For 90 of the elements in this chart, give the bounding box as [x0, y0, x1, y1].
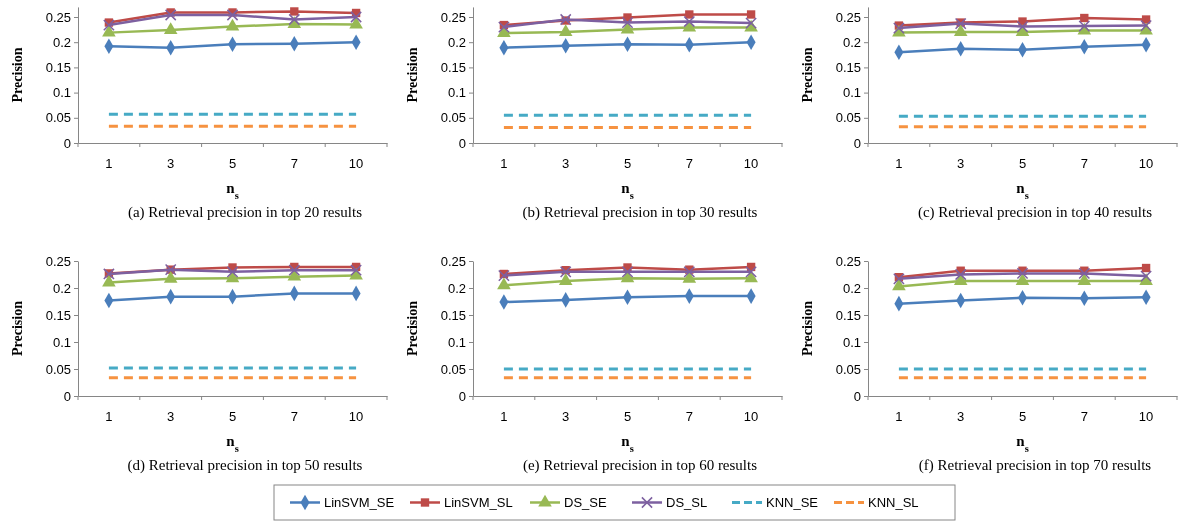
- y-tick-label: 0.2: [52, 280, 71, 296]
- y-tick-label: 0.25: [440, 253, 466, 269]
- y-tick-label: 0.2: [447, 280, 466, 296]
- y-tick-label: 0.15: [45, 307, 71, 323]
- y-tick-label: 0: [458, 135, 466, 151]
- y-tick-label: 0.25: [45, 253, 71, 269]
- y-tick-label: 0.1: [52, 334, 71, 350]
- y-tick-label: 0.1: [52, 85, 71, 101]
- y-axis-title: Precision: [10, 300, 25, 356]
- x-tick-label: 10: [743, 409, 759, 425]
- y-tick-label: 0: [853, 388, 861, 404]
- y-tick-label: 0: [458, 388, 466, 404]
- x-tick-label: 10: [348, 156, 364, 172]
- y-tick-label: 0.2: [52, 34, 71, 50]
- y-tick-label: 0.1: [842, 334, 861, 350]
- x-axis-title: n$_{s}$: [226, 433, 239, 454]
- x-tick-label: 5: [623, 156, 632, 172]
- y-tick-label: 0.1: [842, 85, 861, 101]
- legend-label: DS_SE: [564, 495, 607, 510]
- x-tick-label: 5: [228, 156, 237, 172]
- x-axis-title: n$_{s}$: [621, 433, 634, 454]
- x-tick-label: 5: [1018, 409, 1027, 425]
- x-tick-label: 3: [167, 156, 175, 172]
- y-tick-label: 0.05: [440, 110, 466, 126]
- y-axis-title: Precision: [800, 47, 815, 103]
- x-tick-label: 10: [1138, 156, 1154, 172]
- x-tick-label: 7: [685, 156, 693, 172]
- x-tick-label: 3: [957, 156, 965, 172]
- text: (a) Retrieval precision in top 20 results: [127, 204, 363, 221]
- x-tick-label: 1: [105, 409, 113, 425]
- text: (c) Retrieval precision in top 40 results: [917, 204, 1153, 221]
- x-tick-label: 5: [228, 409, 237, 425]
- x-tick-label: 3: [562, 156, 570, 172]
- x-axis-title: n$_{s}$: [226, 180, 239, 201]
- y-tick-label: 0.15: [45, 60, 71, 76]
- x-tick-label: 10: [743, 156, 759, 172]
- x-tick-label: 7: [290, 156, 298, 172]
- y-axis-title: Precision: [405, 47, 420, 103]
- x-tick-label: 1: [500, 156, 508, 172]
- x-tick-label: 3: [167, 409, 175, 425]
- y-tick-label: 0.1: [447, 85, 466, 101]
- y-tick-label: 0.25: [835, 253, 861, 269]
- y-tick-label: 0.15: [440, 307, 466, 323]
- y-tick-label: 0.25: [835, 9, 861, 25]
- y-tick-label: 0.1: [447, 334, 466, 350]
- y-tick-label: 0.15: [835, 307, 861, 323]
- y-tick-label: 0.05: [835, 361, 861, 377]
- legend-label: KNN_SE: [766, 495, 819, 510]
- legend-label: LinSVM_SE: [324, 495, 395, 510]
- x-tick-label: 1: [895, 156, 903, 172]
- x-tick-label: 7: [685, 409, 693, 425]
- y-axis-title: Precision: [800, 300, 815, 356]
- y-tick-label: 0.05: [45, 110, 71, 126]
- x-tick-label: 7: [290, 409, 298, 425]
- y-tick-label: 0: [63, 135, 71, 151]
- x-tick-label: 3: [562, 409, 570, 425]
- x-tick-label: 5: [623, 409, 632, 425]
- y-tick-label: 0.05: [45, 361, 71, 377]
- x-axis-title: n$_{s}$: [621, 180, 634, 201]
- x-axis-title: n$_{s}$: [1016, 180, 1029, 201]
- y-axis-title: Precision: [10, 47, 25, 103]
- legend-label: DS_SL: [666, 495, 708, 510]
- y-axis-title: Precision: [405, 300, 420, 356]
- y-tick-label: 0.2: [447, 34, 466, 50]
- y-tick-label: 0.05: [440, 361, 466, 377]
- y-tick-label: 0.15: [835, 60, 861, 76]
- y-tick-label: 0.15: [440, 60, 466, 76]
- y-tick-label: 0.25: [45, 9, 71, 25]
- y-tick-label: 0.2: [842, 34, 861, 50]
- text: (f) Retrieval precision in top 70 results: [918, 457, 1152, 474]
- x-tick-label: 7: [1080, 156, 1088, 172]
- y-tick-label: 0.2: [842, 280, 861, 296]
- x-tick-label: 1: [105, 156, 113, 172]
- legend-label: KNN_SL: [868, 495, 919, 510]
- legend-label: LinSVM_SL: [444, 495, 513, 510]
- x-tick-label: 10: [348, 409, 364, 425]
- text: (b) Retrieval precision in top 30 results: [522, 204, 758, 221]
- text: (e) Retrieval precision in top 60 results: [522, 457, 758, 474]
- x-axis-title: n$_{s}$: [1016, 433, 1029, 454]
- y-tick-label: 0.25: [440, 9, 466, 25]
- x-tick-label: 1: [500, 409, 508, 425]
- y-tick-label: 0: [63, 388, 71, 404]
- x-tick-label: 1: [895, 409, 903, 425]
- x-tick-label: 3: [957, 409, 965, 425]
- text: (d) Retrieval precision in top 50 results: [127, 457, 363, 474]
- y-tick-label: 0.05: [835, 110, 861, 126]
- x-tick-label: 10: [1138, 409, 1154, 425]
- x-tick-label: 7: [1080, 409, 1088, 425]
- y-tick-label: 0: [853, 135, 861, 151]
- x-tick-label: 5: [1018, 156, 1027, 172]
